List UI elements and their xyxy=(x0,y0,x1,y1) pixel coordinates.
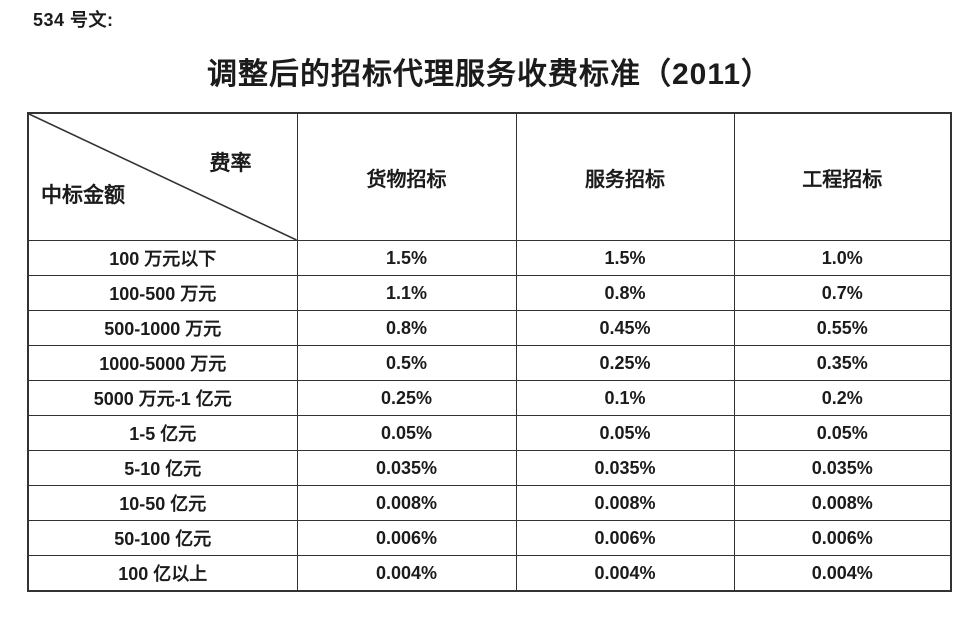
table-row: 500-1000 万元 0.8% 0.45% 0.55% xyxy=(27,310,952,346)
rate-cell: 0.5% xyxy=(296,345,517,381)
column-header-service-bidding: 服务招标 xyxy=(515,112,735,241)
rate-cell: 0.004% xyxy=(733,555,952,592)
column-header-goods-bidding: 货物招标 xyxy=(296,112,517,241)
column-header-engineering-bidding: 工程招标 xyxy=(733,112,952,241)
rate-cell: 1.5% xyxy=(296,240,517,276)
rate-cell: 0.35% xyxy=(733,345,952,381)
row-label: 100-500 万元 xyxy=(27,275,298,311)
rate-cell: 0.05% xyxy=(733,415,952,451)
rate-cell: 0.008% xyxy=(733,485,952,521)
fee-rate-table: 费率 中标金额 货物招标 服务招标 工程招标 100 万元以下 1.5% 1.5… xyxy=(27,112,952,592)
rate-cell: 0.004% xyxy=(515,555,735,592)
table-row: 5-10 亿元 0.035% 0.035% 0.035% xyxy=(27,450,952,486)
rate-cell: 0.035% xyxy=(733,450,952,486)
corner-label-amount: 中标金额 xyxy=(41,184,125,207)
doc-number: 534 号文: xyxy=(33,10,114,30)
table-row: 100 万元以下 1.5% 1.5% 1.0% xyxy=(27,240,952,276)
rate-cell: 0.8% xyxy=(296,310,517,346)
rate-cell: 0.55% xyxy=(733,310,952,346)
rate-cell: 0.45% xyxy=(515,310,735,346)
row-label: 5-10 亿元 xyxy=(27,450,298,486)
diagonal-divider-line xyxy=(29,114,297,240)
page-title: 调整后的招标代理服务收费标准（2011） xyxy=(206,58,773,91)
row-label: 5000 万元-1 亿元 xyxy=(27,380,298,416)
row-label: 10-50 亿元 xyxy=(27,485,298,521)
rate-cell: 0.035% xyxy=(515,450,735,486)
rate-cell: 0.2% xyxy=(733,380,952,416)
rate-cell: 0.05% xyxy=(515,415,735,451)
rate-cell: 0.006% xyxy=(733,520,952,556)
corner-cell: 费率 中标金额 xyxy=(27,112,298,241)
rate-cell: 0.035% xyxy=(296,450,517,486)
rate-cell: 0.006% xyxy=(515,520,735,556)
header-row: 费率 中标金额 货物招标 服务招标 工程招标 xyxy=(27,112,952,241)
rate-cell: 0.05% xyxy=(296,415,517,451)
row-label: 100 亿以上 xyxy=(27,555,298,592)
row-label: 100 万元以下 xyxy=(27,240,298,276)
rate-cell: 0.008% xyxy=(515,485,735,521)
rate-cell: 0.25% xyxy=(515,345,735,381)
rate-cell: 0.006% xyxy=(296,520,517,556)
row-label: 1000-5000 万元 xyxy=(27,345,298,381)
table-row: 100-500 万元 1.1% 0.8% 0.7% xyxy=(27,275,952,311)
rate-cell: 0.1% xyxy=(515,380,735,416)
rate-cell: 1.1% xyxy=(296,275,517,311)
table-row: 1000-5000 万元 0.5% 0.25% 0.35% xyxy=(27,345,952,381)
row-label: 1-5 亿元 xyxy=(27,415,298,451)
corner-label-rate: 费率 xyxy=(209,152,252,175)
row-label: 500-1000 万元 xyxy=(27,310,298,346)
table-row: 5000 万元-1 亿元 0.25% 0.1% 0.2% xyxy=(27,380,952,416)
rate-cell: 1.0% xyxy=(733,240,952,276)
rate-cell: 0.8% xyxy=(515,275,735,311)
rate-cell: 0.008% xyxy=(296,485,517,521)
rate-cell: 0.004% xyxy=(296,555,517,592)
rate-cell: 0.25% xyxy=(296,380,517,416)
table-row: 10-50 亿元 0.008% 0.008% 0.008% xyxy=(27,485,952,521)
table-row: 50-100 亿元 0.006% 0.006% 0.006% xyxy=(27,520,952,556)
table-row: 100 亿以上 0.004% 0.004% 0.004% xyxy=(27,555,952,592)
rate-cell: 1.5% xyxy=(515,240,735,276)
row-label: 50-100 亿元 xyxy=(27,520,298,556)
rate-cell: 0.7% xyxy=(733,275,952,311)
table-row: 1-5 亿元 0.05% 0.05% 0.05% xyxy=(27,415,952,451)
